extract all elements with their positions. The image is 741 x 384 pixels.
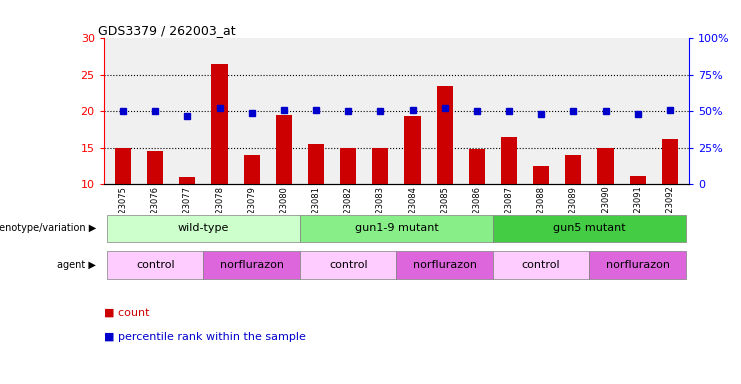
- Bar: [308, 144, 324, 184]
- Bar: [372, 148, 388, 184]
- Bar: [662, 139, 678, 184]
- Text: norflurazon: norflurazon: [605, 260, 670, 270]
- Bar: [493, 251, 589, 279]
- Bar: [436, 86, 453, 184]
- Bar: [589, 251, 686, 279]
- Text: control: control: [522, 260, 560, 270]
- Bar: [204, 251, 300, 279]
- Bar: [300, 215, 493, 242]
- Bar: [493, 215, 686, 242]
- Bar: [244, 155, 260, 184]
- Bar: [179, 177, 196, 184]
- Bar: [501, 137, 517, 184]
- Bar: [115, 148, 131, 184]
- Text: norflurazon: norflurazon: [219, 260, 284, 270]
- Bar: [211, 64, 227, 184]
- Text: norflurazon: norflurazon: [413, 260, 476, 270]
- Text: gun5 mutant: gun5 mutant: [553, 223, 625, 233]
- Bar: [107, 251, 204, 279]
- Text: gun1-9 mutant: gun1-9 mutant: [354, 223, 439, 233]
- Bar: [147, 152, 163, 184]
- Bar: [300, 251, 396, 279]
- Bar: [469, 149, 485, 184]
- Bar: [107, 215, 300, 242]
- Text: ■ count: ■ count: [104, 307, 149, 317]
- Bar: [630, 175, 645, 184]
- Bar: [597, 148, 614, 184]
- Text: control: control: [136, 260, 175, 270]
- Text: agent ▶: agent ▶: [58, 260, 96, 270]
- Bar: [396, 251, 493, 279]
- Text: wild-type: wild-type: [178, 223, 229, 233]
- Text: control: control: [329, 260, 368, 270]
- Text: ■ percentile rank within the sample: ■ percentile rank within the sample: [104, 332, 305, 342]
- Bar: [533, 166, 549, 184]
- Bar: [405, 116, 421, 184]
- Text: genotype/variation ▶: genotype/variation ▶: [0, 223, 96, 233]
- Bar: [276, 115, 292, 184]
- Bar: [565, 155, 582, 184]
- Bar: [340, 148, 356, 184]
- Text: GDS3379 / 262003_at: GDS3379 / 262003_at: [98, 24, 236, 37]
